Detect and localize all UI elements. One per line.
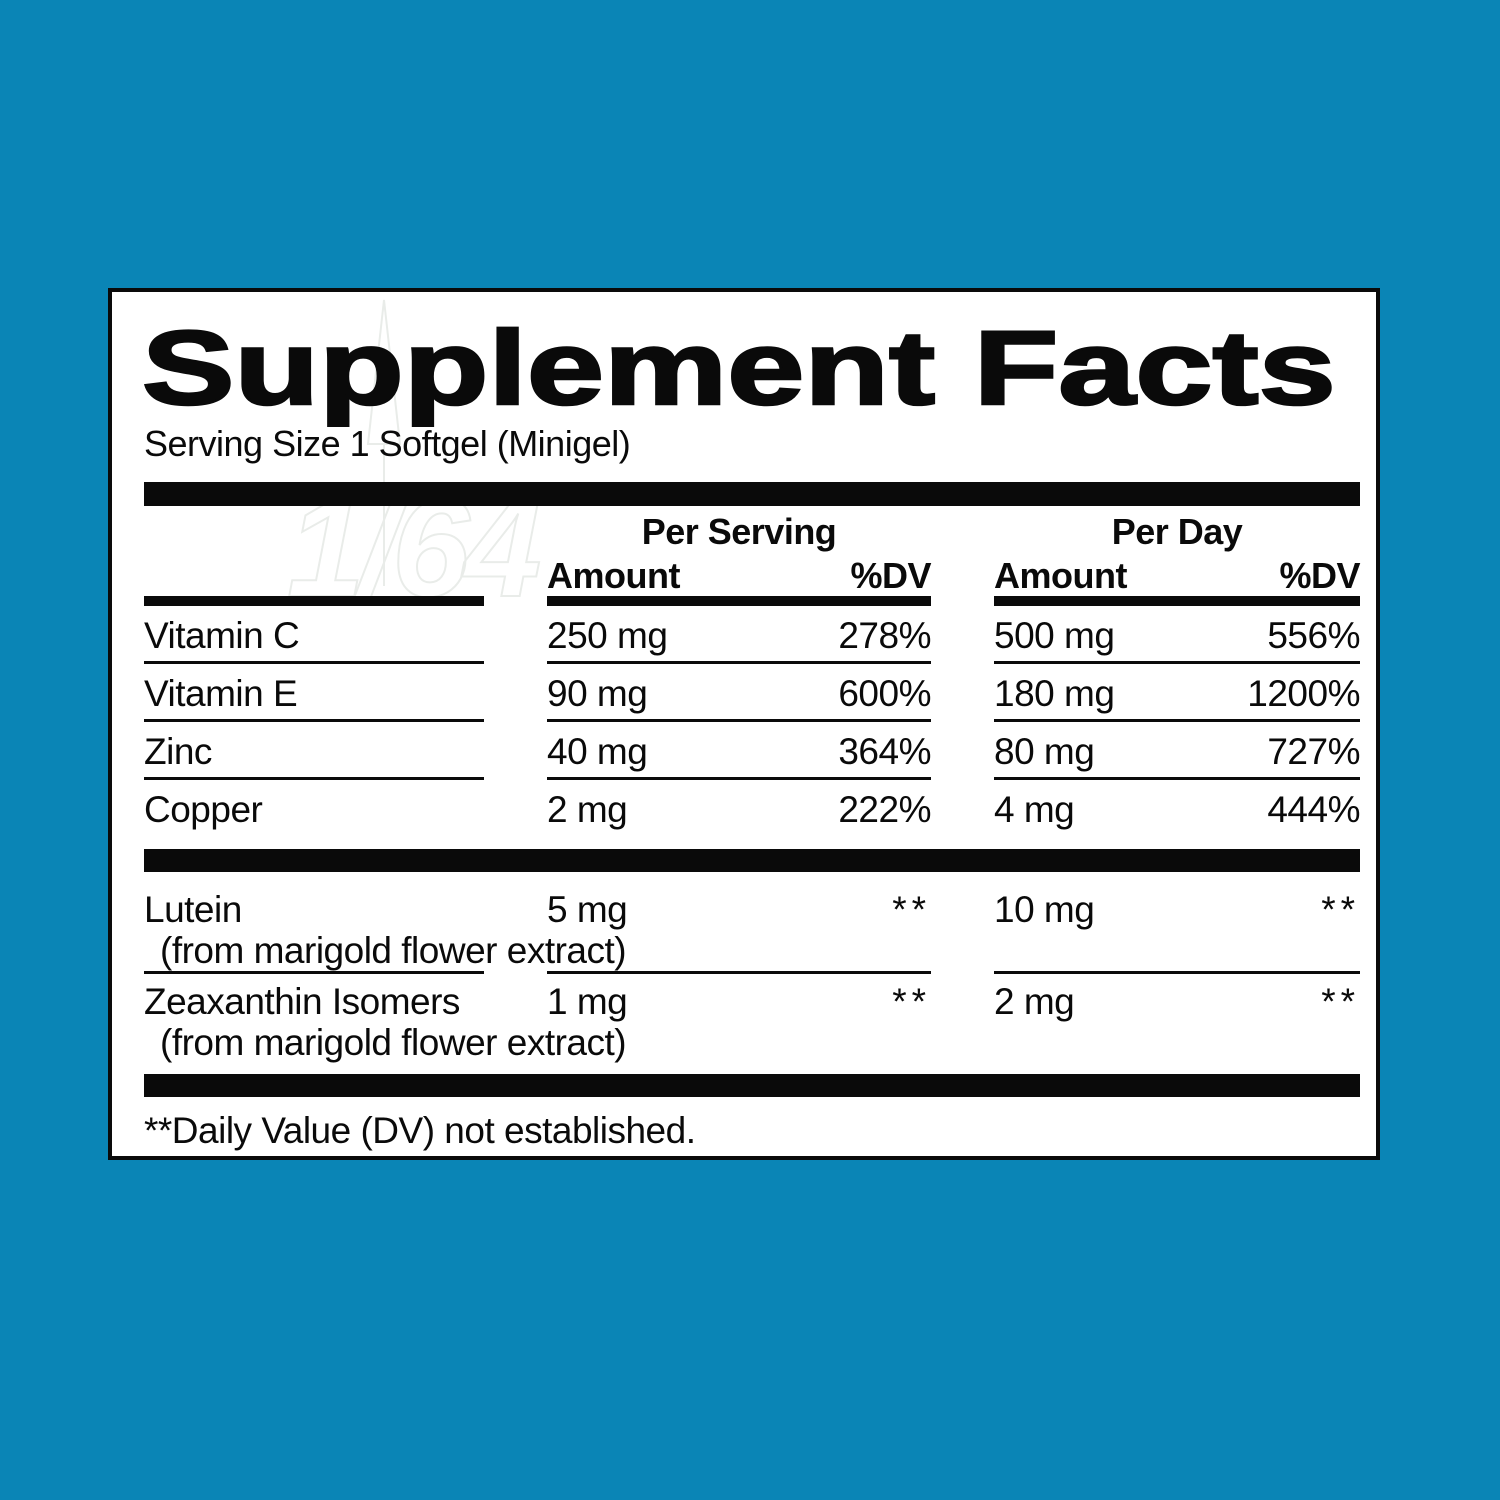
divider-bar-top bbox=[144, 482, 1360, 506]
serving-amount: 90 mg bbox=[547, 673, 648, 714]
per-serving-values: 5 mg ** bbox=[547, 882, 931, 974]
daily-value-footnote: **Daily Value (DV) not established. bbox=[144, 1110, 696, 1151]
table-row: Zinc 40 mg 364% 80 mg 727% bbox=[144, 722, 1360, 780]
per-serving-values: 2 mg 222% bbox=[547, 780, 931, 838]
nutrient-name: Copper bbox=[144, 789, 263, 830]
serving-amount: 250 mg bbox=[547, 615, 668, 656]
dv-column-label: %DV bbox=[850, 555, 931, 596]
supplement-facts-panel: 1/64 Supplement Facts Serving Size 1 Sof… bbox=[108, 288, 1380, 1160]
nutrient-name: Vitamin C bbox=[144, 606, 484, 664]
per-serving-subheader: Amount %DV bbox=[547, 555, 931, 597]
underline-segment bbox=[547, 596, 931, 606]
serving-size-text: Serving Size 1 Softgel (Minigel) bbox=[144, 423, 631, 464]
name-column-spacer bbox=[144, 511, 484, 553]
table-row: Vitamin E 90 mg 600% 180 mg 1200% bbox=[144, 664, 1360, 722]
serving-dv: 364% bbox=[838, 731, 931, 772]
underline-segment bbox=[994, 596, 1360, 606]
per-day-values: 500 mg 556% bbox=[994, 606, 1360, 664]
per-day-header: Per Day bbox=[1111, 511, 1243, 552]
serving-dv: ** bbox=[892, 889, 931, 930]
header-underline bbox=[144, 596, 1360, 606]
table-row: Zeaxanthin Isomers (from marigold flower… bbox=[144, 974, 1360, 1066]
per-serving-values: 90 mg 600% bbox=[547, 664, 931, 722]
day-dv: ** bbox=[1321, 889, 1360, 930]
day-amount: 4 mg bbox=[994, 789, 1075, 830]
serving-amount: 5 mg bbox=[547, 889, 628, 930]
table-row: Vitamin C 250 mg 278% 500 mg 556% bbox=[144, 606, 1360, 664]
dv-column-label: %DV bbox=[1279, 555, 1360, 596]
per-serving-values: 40 mg 364% bbox=[547, 722, 931, 780]
per-serving-header: Per Serving bbox=[641, 511, 837, 552]
day-amount: 10 mg bbox=[994, 889, 1095, 930]
divider-bar-bottom bbox=[144, 1074, 1360, 1097]
table-row: Copper 2 mg 222% 4 mg 444% bbox=[144, 780, 1360, 838]
day-amount: 80 mg bbox=[994, 731, 1095, 772]
per-day-values: 2 mg ** bbox=[994, 974, 1360, 1066]
nutrient-name: Zinc bbox=[144, 722, 484, 780]
serving-dv: 278% bbox=[838, 615, 931, 656]
table-row: Lutein (from marigold flower extract) 5 … bbox=[144, 882, 1360, 974]
per-day-values: 180 mg 1200% bbox=[994, 664, 1360, 722]
serving-amount: 40 mg bbox=[547, 731, 648, 772]
day-dv: 727% bbox=[1267, 731, 1360, 772]
amount-column-label: Amount bbox=[994, 555, 1127, 596]
divider-bar-middle bbox=[144, 849, 1360, 872]
serving-amount: 1 mg bbox=[547, 981, 628, 1022]
botanical-name-cell: Lutein (from marigold flower extract) bbox=[144, 882, 627, 974]
serving-dv: ** bbox=[892, 981, 931, 1022]
botanical-source: (from marigold flower extract) bbox=[160, 930, 627, 971]
serving-dv: 600% bbox=[838, 673, 931, 714]
day-dv: ** bbox=[1321, 981, 1360, 1022]
day-dv: 444% bbox=[1267, 789, 1360, 830]
per-day-values: 4 mg 444% bbox=[994, 780, 1360, 838]
day-dv: 556% bbox=[1267, 615, 1360, 656]
botanical-name-cell: Zeaxanthin Isomers (from marigold flower… bbox=[144, 974, 627, 1066]
day-dv: 1200% bbox=[1247, 673, 1360, 714]
botanical-name: Lutein bbox=[144, 889, 242, 930]
per-day-subheader: Amount %DV bbox=[994, 555, 1360, 597]
botanical-name: Zeaxanthin Isomers bbox=[144, 981, 460, 1022]
column-subheader: Amount %DV Amount %DV bbox=[144, 555, 1360, 597]
nutrient-table: Vitamin C 250 mg 278% 500 mg 556% Vitami… bbox=[144, 606, 1360, 838]
underline-segment bbox=[144, 596, 484, 606]
botanical-table: Lutein (from marigold flower extract) 5 … bbox=[144, 882, 1360, 1066]
per-day-values: 10 mg ** bbox=[994, 882, 1360, 974]
name-column-spacer bbox=[144, 555, 484, 597]
nutrient-name: Vitamin E bbox=[144, 664, 484, 722]
per-serving-values: 1 mg ** bbox=[547, 974, 931, 1066]
day-amount: 180 mg bbox=[994, 673, 1115, 714]
day-amount: 500 mg bbox=[994, 615, 1115, 656]
page-title: Supplement Facts bbox=[140, 310, 1337, 427]
serving-amount: 2 mg bbox=[547, 789, 628, 830]
botanical-source: (from marigold flower extract) bbox=[160, 1022, 627, 1063]
amount-column-label: Amount bbox=[547, 555, 680, 596]
serving-dv: 222% bbox=[838, 789, 931, 830]
column-group-header: Per Serving Per Day bbox=[144, 511, 1360, 553]
day-amount: 2 mg bbox=[994, 981, 1075, 1022]
per-serving-values: 250 mg 278% bbox=[547, 606, 931, 664]
per-day-values: 80 mg 727% bbox=[994, 722, 1360, 780]
